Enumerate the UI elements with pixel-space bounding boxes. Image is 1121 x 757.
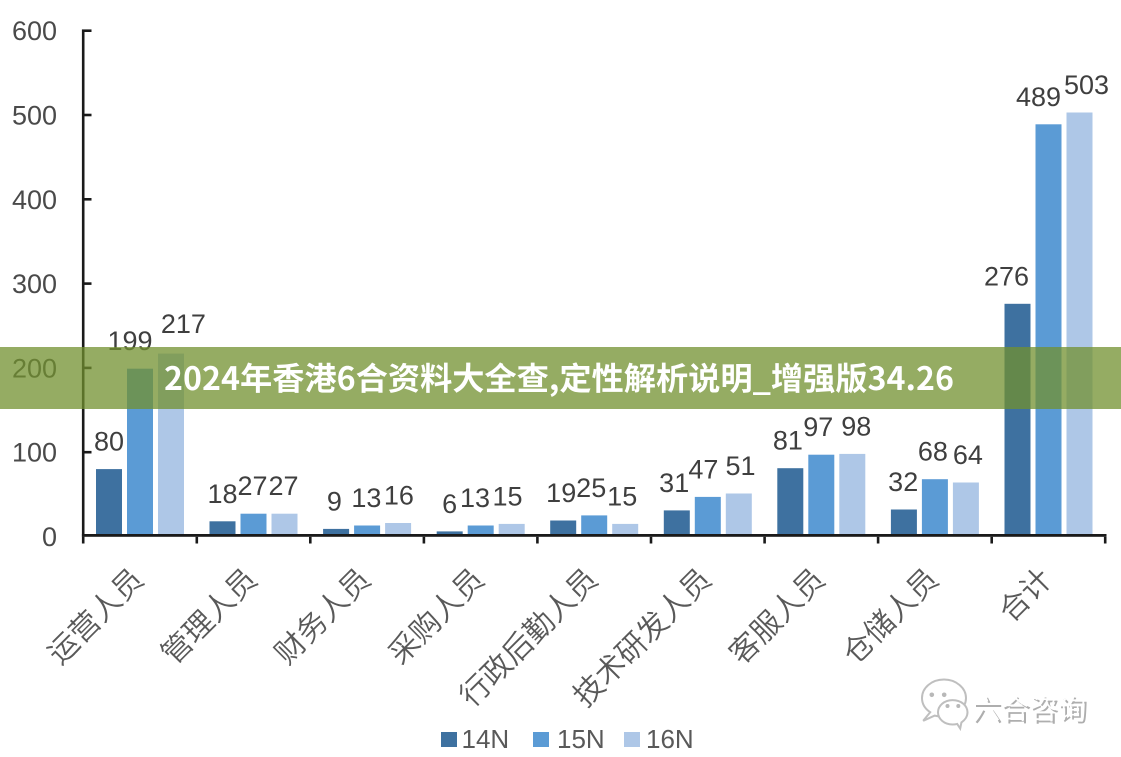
svg-text:500: 500 <box>12 101 57 131</box>
svg-text:64: 64 <box>953 440 983 470</box>
svg-text:27: 27 <box>268 471 298 501</box>
svg-text:32: 32 <box>888 467 918 497</box>
svg-text:13: 13 <box>351 483 381 513</box>
svg-text:18: 18 <box>207 479 237 509</box>
svg-text:15N: 15N <box>557 724 605 754</box>
svg-text:27: 27 <box>237 471 267 501</box>
svg-text:100: 100 <box>12 438 57 468</box>
svg-text:9: 9 <box>327 486 342 516</box>
svg-text:16: 16 <box>384 481 414 511</box>
svg-text:14N: 14N <box>462 724 510 754</box>
svg-text:98: 98 <box>841 411 871 441</box>
svg-text:97: 97 <box>803 412 833 442</box>
svg-text:80: 80 <box>94 427 124 457</box>
svg-text:300: 300 <box>12 269 57 299</box>
svg-text:51: 51 <box>725 451 755 481</box>
svg-text:15: 15 <box>492 481 522 511</box>
svg-text:0: 0 <box>42 522 57 552</box>
svg-text:6: 6 <box>442 489 457 519</box>
svg-text:276: 276 <box>984 261 1029 291</box>
svg-text:600: 600 <box>12 16 57 46</box>
svg-text:15: 15 <box>607 481 637 511</box>
svg-text:217: 217 <box>161 309 206 339</box>
svg-text:25: 25 <box>576 473 606 503</box>
svg-text:489: 489 <box>1016 82 1061 112</box>
svg-text:31: 31 <box>659 468 689 498</box>
svg-text:400: 400 <box>12 185 57 215</box>
svg-text:19: 19 <box>546 478 576 508</box>
svg-text:47: 47 <box>688 454 718 484</box>
svg-text:13: 13 <box>460 483 490 513</box>
svg-text:16N: 16N <box>646 724 694 754</box>
svg-text:81: 81 <box>773 426 803 456</box>
svg-text:503: 503 <box>1064 70 1109 100</box>
svg-text:68: 68 <box>918 437 948 467</box>
